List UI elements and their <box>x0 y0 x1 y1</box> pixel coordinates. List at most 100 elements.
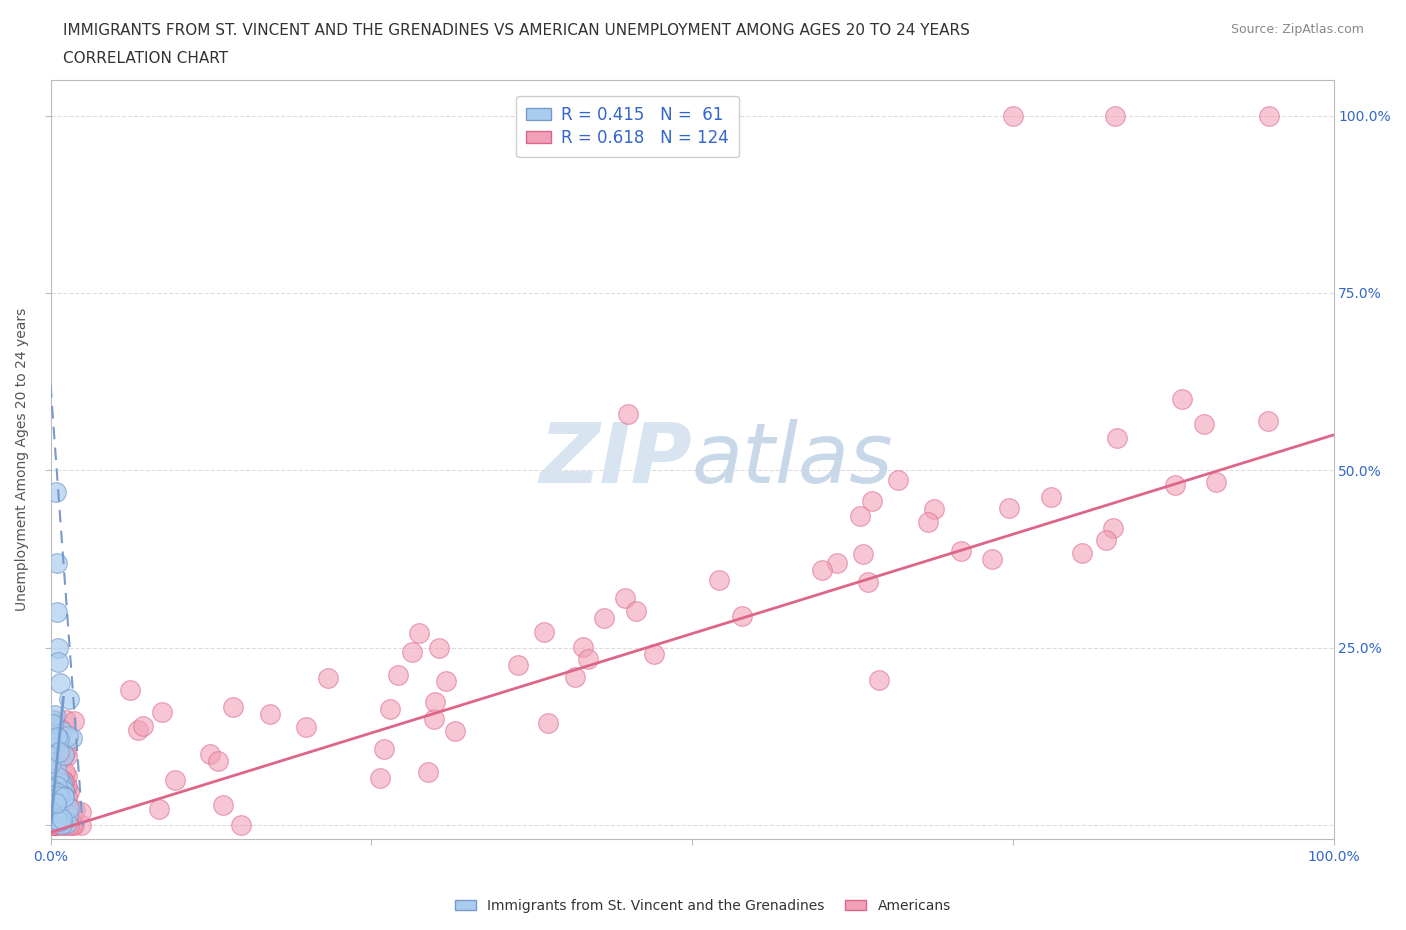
Point <box>44 817 66 832</box>
Point <box>55 744 77 759</box>
Point <box>1107 431 1129 445</box>
Point <box>48 786 70 801</box>
Point <box>150 705 173 720</box>
Point <box>51 723 73 737</box>
Point <box>41 738 63 753</box>
Point <box>46 805 69 820</box>
Point <box>401 644 423 659</box>
Point <box>46 778 69 793</box>
Point <box>44 745 66 760</box>
Point <box>42 796 65 811</box>
Point <box>572 640 595 655</box>
Point <box>58 798 80 813</box>
Point <box>423 695 446 710</box>
Point <box>42 758 65 773</box>
Point <box>41 817 63 832</box>
Point <box>45 812 67 827</box>
Point <box>51 776 73 790</box>
Point <box>1258 108 1281 123</box>
Point <box>211 798 233 813</box>
Point <box>408 626 430 641</box>
Point <box>51 811 73 826</box>
Point <box>981 551 1004 566</box>
Point <box>46 783 69 798</box>
Point <box>46 781 69 796</box>
Point <box>52 790 75 804</box>
Point <box>46 786 69 801</box>
Point <box>51 722 73 737</box>
Point <box>45 783 67 798</box>
Point <box>56 816 79 830</box>
Point <box>624 604 647 618</box>
Point <box>51 793 73 808</box>
Point <box>1070 545 1092 560</box>
Point <box>63 803 86 817</box>
Point <box>229 817 252 832</box>
Point <box>564 670 586 684</box>
Point <box>41 793 63 808</box>
Text: IMMIGRANTS FROM ST. VINCENT AND THE GRENADINES VS AMERICAN UNEMPLOYMENT AMONG AG: IMMIGRANTS FROM ST. VINCENT AND THE GREN… <box>63 23 970 38</box>
Point <box>46 769 69 784</box>
Point <box>849 509 872 524</box>
Point <box>42 783 65 798</box>
Point <box>41 817 63 832</box>
Point <box>44 712 66 727</box>
Point <box>44 811 66 826</box>
Point <box>49 814 72 829</box>
Point <box>45 812 67 827</box>
Point <box>316 671 339 685</box>
Point <box>1171 392 1194 407</box>
Point <box>48 744 70 759</box>
Point <box>41 724 63 739</box>
Point <box>1192 417 1215 432</box>
Point <box>860 494 883 509</box>
Point <box>617 406 640 421</box>
Point <box>1039 489 1062 504</box>
Point <box>48 789 70 804</box>
Point <box>917 514 939 529</box>
Point <box>387 668 409 683</box>
Point <box>163 773 186 788</box>
Point <box>46 736 69 751</box>
Point <box>42 716 65 731</box>
Point <box>45 790 67 805</box>
Point <box>886 473 908 488</box>
Point <box>58 691 80 706</box>
Point <box>46 730 69 745</box>
Point <box>811 563 834 578</box>
Point <box>41 736 63 751</box>
Point <box>58 805 80 820</box>
Point <box>42 792 65 807</box>
Point <box>51 817 73 831</box>
Point <box>537 716 560 731</box>
Point <box>52 775 75 790</box>
Point <box>1001 108 1024 123</box>
Point <box>380 701 402 716</box>
Point <box>51 809 73 824</box>
Text: CORRELATION CHART: CORRELATION CHART <box>63 51 228 66</box>
Point <box>53 765 76 780</box>
Point <box>592 610 614 625</box>
Point <box>46 722 69 737</box>
Point <box>39 756 62 771</box>
Point <box>55 713 77 728</box>
Point <box>418 764 440 779</box>
Point <box>45 780 67 795</box>
Point <box>52 789 75 804</box>
Point <box>1205 474 1227 489</box>
Point <box>44 775 66 790</box>
Point <box>998 500 1021 515</box>
Point <box>70 817 93 832</box>
Point <box>46 804 69 819</box>
Point <box>45 813 67 828</box>
Point <box>46 817 69 831</box>
Point <box>41 783 63 798</box>
Point <box>45 805 67 820</box>
Point <box>45 740 67 755</box>
Point <box>434 673 457 688</box>
Point <box>443 724 465 739</box>
Text: atlas: atlas <box>692 419 894 500</box>
Point <box>42 793 65 808</box>
Point <box>48 676 70 691</box>
Point <box>44 817 66 832</box>
